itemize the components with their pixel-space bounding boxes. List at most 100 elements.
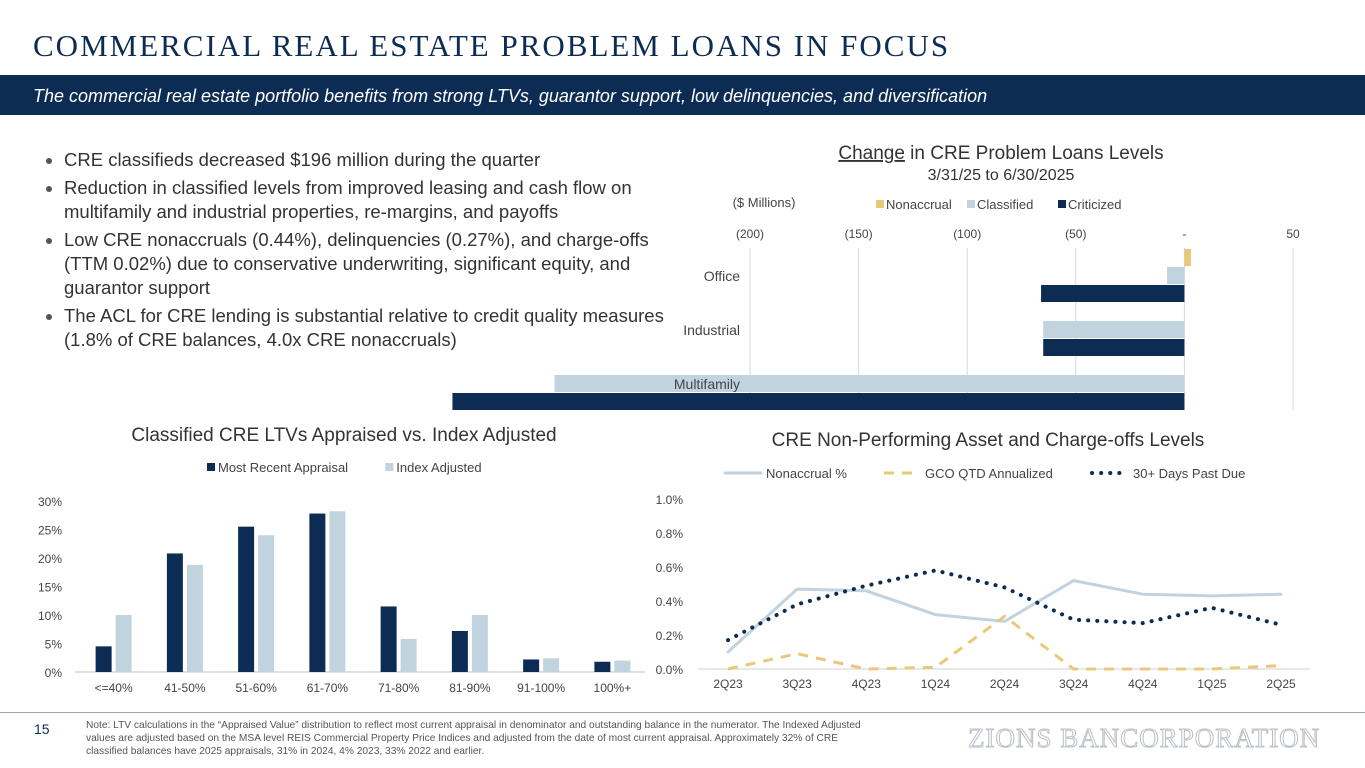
legend-swatch bbox=[967, 200, 975, 208]
chart-title: Classified CRE LTVs Appraised vs. Index … bbox=[131, 425, 556, 446]
bar-criticized bbox=[1043, 339, 1185, 356]
bar-appraisal bbox=[238, 526, 255, 672]
chart-title: Change in CRE Problem Loans Levels bbox=[838, 143, 1163, 164]
x-tick-label: 81-90% bbox=[449, 681, 491, 695]
legend-label: Criticized bbox=[1068, 197, 1121, 212]
category-label: Multifamily bbox=[674, 376, 740, 392]
bar-appraisal bbox=[523, 659, 540, 672]
bar-appraisal bbox=[309, 513, 326, 672]
legend-swatch bbox=[207, 463, 215, 471]
chart-title-underlined: Change bbox=[838, 143, 905, 164]
y-tick-label: 0.4% bbox=[656, 595, 684, 609]
bullet-item: The ACL for CRE lending is substantial r… bbox=[64, 304, 664, 352]
subtitle-banner bbox=[0, 75, 1365, 115]
x-tick-label: 2Q23 bbox=[713, 677, 743, 691]
legend-label: Nonaccrual % bbox=[766, 466, 847, 481]
bar-criticized bbox=[452, 393, 1185, 410]
bar-criticized bbox=[1041, 285, 1185, 302]
chart-subtitle: 3/31/25 to 6/30/2025 bbox=[928, 167, 1075, 184]
x-tick-label: (100) bbox=[953, 227, 981, 241]
legend-label: Nonaccrual bbox=[886, 197, 952, 212]
category-label: Office bbox=[704, 268, 741, 284]
bar-appraisal bbox=[594, 661, 611, 672]
x-tick-label: 3Q24 bbox=[1059, 677, 1089, 691]
legend-label: GCO QTD Annualized bbox=[925, 466, 1053, 481]
y-tick-label: 10% bbox=[38, 609, 62, 623]
page-title: COMMERCIAL REAL ESTATE PROBLEM LOANS IN … bbox=[33, 28, 951, 63]
x-tick-label: (200) bbox=[736, 227, 764, 241]
legend-label: Most Recent Appraisal bbox=[218, 460, 348, 475]
x-tick-label: 1Q25 bbox=[1197, 677, 1227, 691]
x-tick-label: 2Q25 bbox=[1266, 677, 1296, 691]
x-tick-label: 1Q24 bbox=[921, 677, 951, 691]
chart-title-rest: in CRE Problem Loans Levels bbox=[905, 143, 1164, 164]
legend-label: Index Adjusted bbox=[396, 460, 481, 475]
y-tick-label: 25% bbox=[38, 524, 62, 538]
x-tick-label: 51-60% bbox=[235, 681, 277, 695]
bar-index-adjusted bbox=[614, 660, 631, 672]
y-tick-label: 0.0% bbox=[656, 663, 684, 677]
bar-appraisal bbox=[451, 630, 468, 672]
category-label: Industrial bbox=[683, 322, 740, 338]
bar-classified bbox=[1167, 267, 1185, 284]
bullet-item: Low CRE nonaccruals (0.44%), delinquenci… bbox=[64, 228, 664, 300]
bar-index-adjusted bbox=[186, 564, 203, 672]
bullet-item: Reduction in classified levels from impr… bbox=[64, 176, 664, 224]
bar-appraisal bbox=[166, 553, 183, 672]
bar-classified bbox=[1043, 321, 1185, 338]
x-tick-label: (150) bbox=[845, 227, 873, 241]
x-tick-label: 4Q23 bbox=[852, 677, 882, 691]
x-tick-label: 71-80% bbox=[378, 681, 420, 695]
bar-index-adjusted bbox=[400, 638, 417, 672]
x-tick-label: - bbox=[1182, 227, 1186, 241]
x-tick-label: 2Q24 bbox=[990, 677, 1020, 691]
series-line-dashed bbox=[727, 614, 1282, 671]
legend-label: Classified bbox=[977, 197, 1033, 212]
bullet-list: CRE classifieds decreased $196 million d… bbox=[28, 148, 664, 356]
x-tick-label: 50 bbox=[1286, 227, 1300, 241]
bar-nonaccrual bbox=[1184, 249, 1191, 266]
unit-label: ($ Millions) bbox=[733, 195, 796, 210]
company-logo: ZIONS BANCORPORATION bbox=[967, 723, 1321, 754]
x-tick-label: 100%+ bbox=[594, 681, 632, 695]
bullet-item: CRE classifieds decreased $196 million d… bbox=[64, 148, 664, 172]
series-line-dotted bbox=[726, 568, 1283, 643]
y-tick-label: 0% bbox=[45, 666, 63, 680]
page-number: 15 bbox=[34, 721, 50, 737]
y-tick-label: 0.6% bbox=[656, 561, 684, 575]
series-line-solid bbox=[726, 579, 1283, 654]
x-tick-label: <=40% bbox=[95, 681, 133, 695]
x-tick-label: 61-70% bbox=[307, 681, 349, 695]
bar-index-adjusted bbox=[471, 615, 488, 672]
bar-index-adjusted bbox=[115, 615, 132, 672]
x-tick-label: 41-50% bbox=[164, 681, 206, 695]
bar-index-adjusted bbox=[258, 535, 275, 672]
bar-index-adjusted bbox=[543, 658, 560, 672]
y-tick-label: 30% bbox=[38, 495, 62, 509]
legend-swatch bbox=[1058, 200, 1066, 208]
x-tick-label: 4Q24 bbox=[1128, 677, 1158, 691]
y-tick-label: 0.2% bbox=[656, 629, 684, 643]
subtitle-text: The commercial real estate portfolio ben… bbox=[33, 86, 988, 106]
y-tick-label: 0.8% bbox=[656, 527, 684, 541]
x-tick-label: 3Q23 bbox=[782, 677, 812, 691]
y-tick-label: 1.0% bbox=[656, 493, 684, 507]
footnote: Note: LTV calculations in the “Appraised… bbox=[86, 720, 861, 757]
bar-appraisal bbox=[95, 646, 112, 672]
x-tick-label: 91-100% bbox=[517, 681, 565, 695]
y-tick-label: 15% bbox=[38, 581, 62, 595]
footer-divider bbox=[0, 712, 1365, 713]
chart-title: CRE Non-Performing Asset and Charge-offs… bbox=[772, 430, 1205, 451]
x-tick-label: (50) bbox=[1065, 227, 1086, 241]
legend-swatch bbox=[876, 200, 884, 208]
y-tick-label: 20% bbox=[38, 552, 62, 566]
bar-appraisal bbox=[380, 606, 397, 672]
bar-index-adjusted bbox=[329, 511, 346, 672]
legend-swatch bbox=[385, 463, 394, 471]
legend-label: 30+ Days Past Due bbox=[1133, 466, 1245, 481]
bar-classified bbox=[554, 375, 1185, 392]
y-tick-label: 5% bbox=[45, 638, 63, 652]
